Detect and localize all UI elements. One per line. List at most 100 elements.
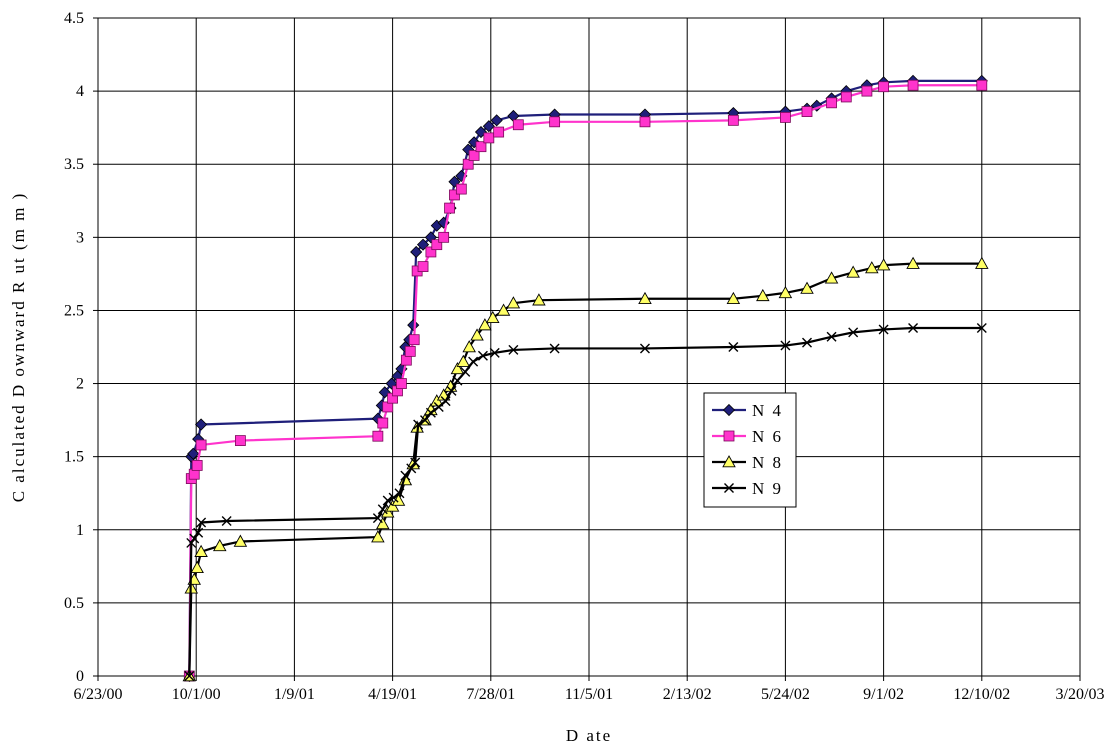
data-point: [407, 319, 420, 332]
data-point: [394, 488, 405, 499]
legend: N 4 N 6 N 8 N 9: [703, 392, 797, 508]
data-point: [780, 112, 791, 123]
data-point: [404, 345, 416, 357]
data-point: [410, 245, 423, 259]
data-point: [549, 343, 560, 354]
data-point: [400, 470, 411, 481]
series-line: [188, 79, 982, 677]
x-tick-label: 4/19/01: [368, 686, 417, 703]
legend-label: N 4: [752, 401, 783, 420]
data-point: [976, 322, 987, 333]
series-line: [188, 84, 982, 677]
data-point: [508, 344, 519, 355]
data-point: [431, 239, 443, 251]
legend-item: N 6: [712, 427, 781, 446]
data-point: [722, 403, 736, 417]
data-point: [372, 513, 383, 524]
data-point: [756, 288, 770, 302]
legend-item: N 4: [712, 401, 783, 420]
data-point: [727, 114, 739, 126]
legend-item: N 8: [712, 453, 783, 472]
data-point: [191, 460, 203, 471]
data-point: [186, 537, 197, 548]
y-tick-label: 1: [76, 522, 84, 539]
data-point: [906, 256, 920, 269]
data-point: [490, 114, 503, 127]
x-axis: 6/23/00 10/1/00 1/9/01 4/19/01 7/28/01 11/5/0…: [74, 676, 1105, 703]
data-point: [532, 293, 546, 306]
data-point: [876, 258, 891, 271]
data-point: [826, 97, 837, 109]
data-point: [724, 483, 734, 493]
data-point: [506, 296, 521, 309]
data-point: [493, 126, 505, 138]
series-line: [188, 262, 982, 677]
y-tick-label: 2.5: [64, 302, 84, 319]
data-point: [440, 396, 451, 407]
data-point: [638, 291, 652, 304]
data-point: [462, 158, 474, 170]
data-point: [376, 517, 390, 530]
series-line: [188, 326, 982, 677]
data-point: [438, 231, 450, 243]
data-point: [372, 430, 384, 442]
data-point: [425, 246, 437, 258]
y-tick-label: 1.5: [64, 449, 84, 466]
data-point: [413, 419, 424, 430]
data-point: [462, 340, 476, 353]
data-point: [477, 350, 488, 361]
data-point: [420, 415, 431, 426]
data-point: [800, 281, 814, 294]
data-point: [475, 141, 487, 153]
x-axis-title: D ate: [566, 726, 612, 745]
data-point: [455, 183, 467, 195]
legend-item: N 9: [712, 479, 781, 498]
data-point: [189, 533, 200, 544]
y-tick-label: 3.5: [64, 156, 84, 173]
series-n8: [182, 256, 989, 682]
data-point: [406, 463, 417, 474]
data-point: [377, 504, 388, 515]
data-point: [723, 430, 735, 442]
data-point: [194, 544, 208, 557]
series-layer: [182, 74, 989, 683]
x-tick-label: 12/10/02: [953, 686, 1010, 703]
data-point: [410, 457, 421, 468]
data-point: [196, 517, 207, 528]
data-point: [976, 79, 988, 91]
data-point: [975, 256, 989, 269]
data-point: [878, 324, 889, 335]
data-point: [846, 265, 860, 278]
data-point: [848, 327, 859, 338]
data-point: [184, 671, 195, 681]
data-point: [417, 261, 429, 272]
data-point: [396, 378, 407, 389]
x-tick-label: 3/20/03: [1056, 686, 1105, 703]
data-point: [371, 530, 385, 543]
data-point: [433, 401, 444, 412]
legend-label: N 8: [752, 453, 783, 472]
data-point: [190, 560, 204, 574]
series-n9: [184, 322, 987, 681]
y-axis-title: C alculated D ownward R ut (m m ): [9, 192, 28, 503]
data-point: [221, 516, 232, 526]
data-point: [382, 495, 393, 506]
data-point: [452, 375, 463, 386]
data-point: [449, 189, 460, 201]
x-tick-label: 7/28/01: [466, 686, 515, 703]
data-point: [468, 150, 480, 161]
data-point: [780, 340, 791, 351]
data-point: [446, 385, 457, 396]
x-tick-label: 2/13/02: [663, 686, 712, 703]
y-tick-label: 4: [76, 83, 84, 100]
y-tick-label: 0: [76, 668, 84, 685]
data-point: [878, 81, 889, 93]
data-point: [470, 328, 484, 341]
data-point: [722, 455, 736, 468]
x-tick-label: 11/5/01: [565, 686, 613, 703]
data-point: [195, 439, 207, 451]
data-point: [840, 91, 852, 103]
data-point: [388, 492, 399, 503]
data-point: [478, 318, 492, 331]
